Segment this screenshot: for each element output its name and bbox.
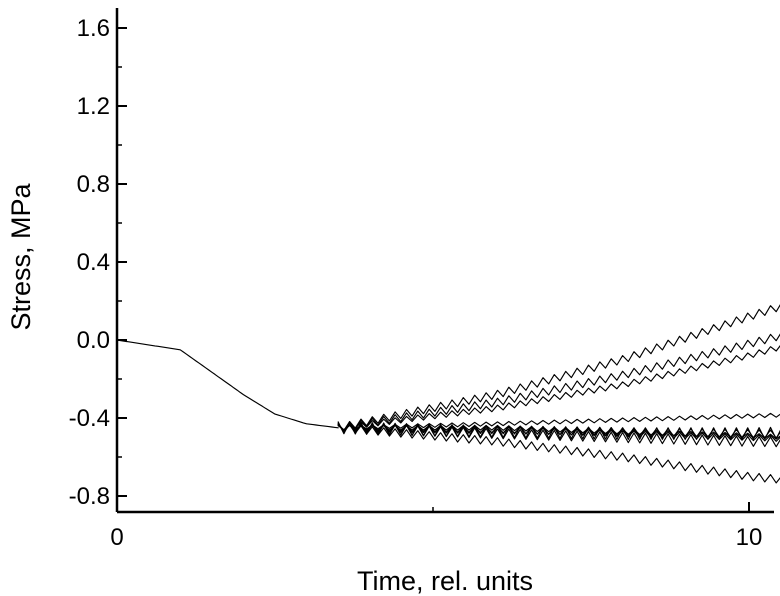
series-line-1 [116, 339, 339, 429]
y-axis-title: Stress, MPa [6, 183, 36, 331]
series-line-8 [337, 422, 780, 448]
series-line-5 [337, 423, 780, 484]
y-tick-label-6: 1.6 [77, 15, 110, 42]
series-line-3 [337, 333, 780, 432]
series-line-9 [337, 424, 780, 440]
series-line-4 [337, 345, 780, 431]
y-tick-label-3: 0.4 [77, 249, 110, 276]
series-line-7 [337, 423, 780, 439]
axes-layer: 01020304050-0.8-0.40.00.40.81.21.6 [69, 8, 774, 551]
y-tick-label-0: -0.8 [69, 483, 110, 510]
series-line-10 [337, 412, 780, 431]
y-tick-label-4: 0.8 [77, 171, 110, 198]
x-axis-title: Time, rel. units [357, 566, 533, 596]
x-tick-label-10: 10 [736, 524, 763, 551]
series-line-2 [337, 304, 780, 432]
series-line-11 [337, 424, 780, 442]
x-tick-label-0: 0 [110, 524, 123, 551]
series-layer [116, 304, 780, 484]
y-tick-label-2: 0.0 [77, 327, 110, 354]
y-tick-label-1: -0.4 [69, 405, 110, 432]
y-tick-label-5: 1.2 [77, 93, 110, 120]
series-line-6 [337, 421, 780, 440]
